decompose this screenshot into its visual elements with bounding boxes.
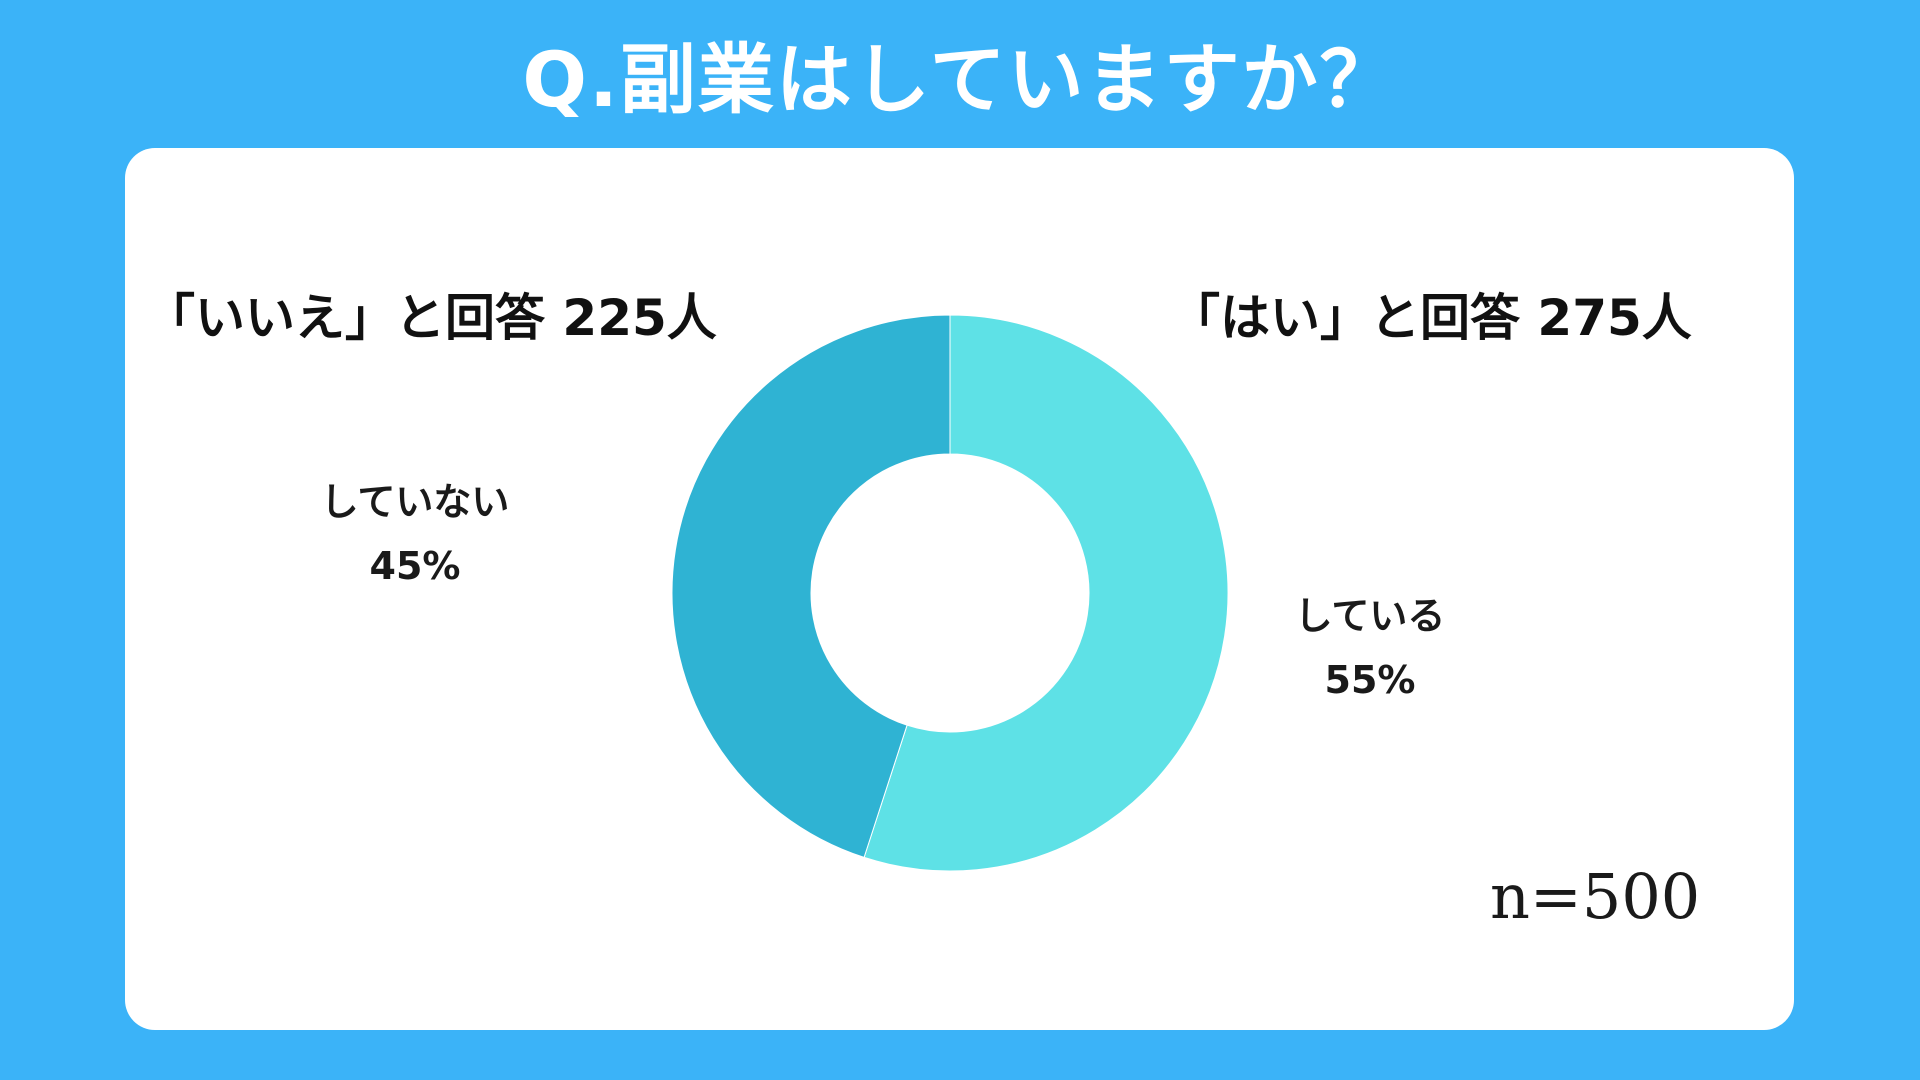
slice-no-name: していない [320, 480, 510, 524]
slice-label-yes: している 55% [1250, 584, 1490, 712]
slice-yes-name: している [1294, 594, 1446, 638]
donut-slice-no [671, 314, 951, 859]
page-title: Q.副業はしていますか？ [522, 35, 1398, 124]
slice-label-no: していない 45% [295, 470, 535, 598]
chart-card: 「いいえ」と回答 225人 「はい」と回答 275人 していない 45% してい… [125, 148, 1794, 1030]
donut-slice-yes [863, 314, 1229, 872]
slice-no-value: 45% [369, 544, 461, 588]
slice-yes-value: 55% [1324, 658, 1416, 702]
sample-size: n=500 [1490, 860, 1701, 933]
headline-yes: 「はい」と回答 275人 [1170, 289, 1692, 347]
headline-no: 「いいえ」と回答 225人 [145, 289, 717, 347]
donut-chart [671, 314, 1229, 872]
